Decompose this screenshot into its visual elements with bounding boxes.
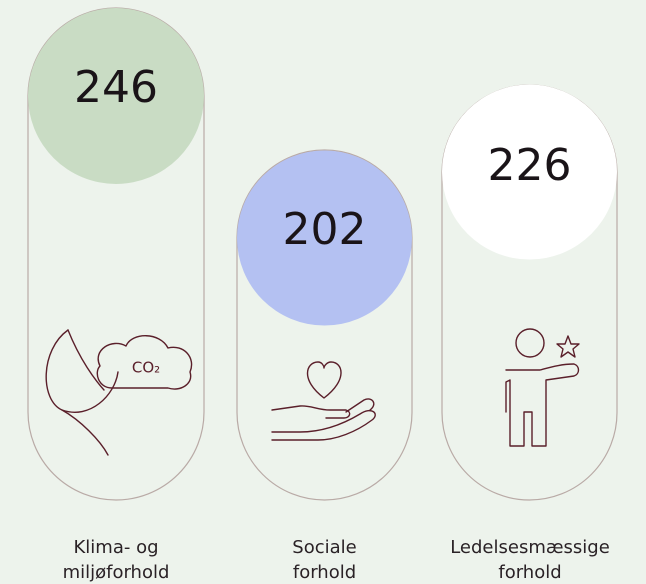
- label: forhold: [293, 562, 356, 583]
- circle: [237, 150, 412, 326]
- person-star-icon: [505, 328, 580, 447]
- value: 202: [283, 204, 367, 255]
- heart-hand-icon: [271, 361, 376, 441]
- label: Sociale: [292, 537, 356, 558]
- icon-text: CO₂: [132, 359, 160, 377]
- value: 246: [74, 62, 158, 113]
- circle: [442, 84, 617, 260]
- label: Ledelsesmæssige: [450, 537, 610, 558]
- pill: [236, 149, 413, 501]
- circle: [28, 8, 204, 184]
- label: miljøforhold: [63, 562, 170, 583]
- leaf-cloud-icon: [45, 329, 193, 456]
- label: forhold: [498, 562, 561, 583]
- value: 226: [488, 140, 572, 191]
- label: Klima- og: [73, 537, 158, 558]
